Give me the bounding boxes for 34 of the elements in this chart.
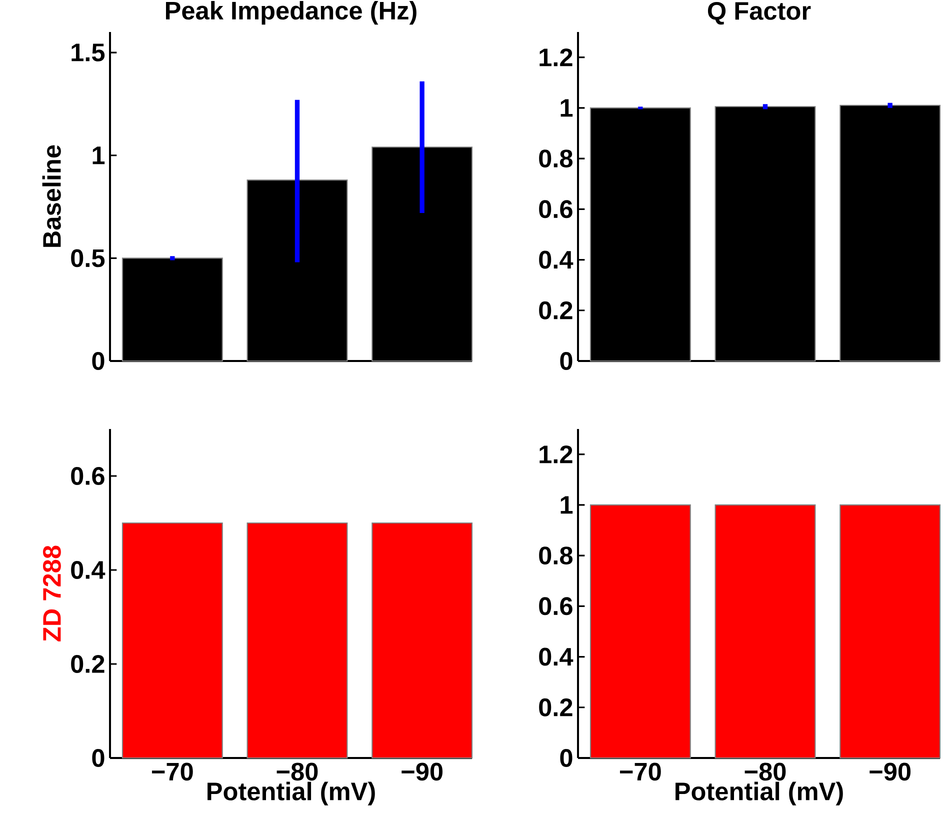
x-tick-label: −80 bbox=[744, 762, 786, 781]
y-tick-label: 1 bbox=[560, 496, 573, 514]
y-tick-label: 0.8 bbox=[539, 150, 573, 168]
y-tick-label: 0.5 bbox=[71, 249, 105, 268]
y-tick-label: 0.6 bbox=[539, 200, 572, 218]
x-tick-label: −90 bbox=[402, 762, 443, 781]
y-tick-label: 0.2 bbox=[539, 698, 572, 716]
chart-title: Peak Impedance (Hz) bbox=[166, 1, 416, 25]
y-tick-label: 0.4 bbox=[539, 648, 574, 666]
x-tick-label: −90 bbox=[870, 762, 911, 781]
y-tick-label: 1 bbox=[92, 146, 105, 164]
x-axis-title: Potential (mV) bbox=[676, 782, 843, 806]
y-tick-label: 0 bbox=[560, 352, 572, 370]
y-tick-label: 1.2 bbox=[540, 445, 572, 464]
y-tick-label: 1.5 bbox=[72, 44, 105, 62]
y-tick-label: 1 bbox=[560, 99, 573, 117]
y-tick-label: 0 bbox=[560, 749, 572, 767]
x-tick-label: −70 bbox=[152, 762, 193, 781]
y-tick-label: 0.2 bbox=[539, 301, 572, 320]
y-axis-title: ZD 7288 bbox=[42, 546, 61, 642]
y-tick-label: 0 bbox=[92, 352, 104, 370]
y-tick-label: 0.4 bbox=[539, 250, 574, 269]
x-tick-label: −80 bbox=[276, 762, 318, 781]
x-axis-title: Potential (mV) bbox=[208, 782, 375, 806]
chart-title: Q Factor bbox=[708, 2, 811, 25]
y-tick-label: 0.6 bbox=[71, 467, 104, 485]
x-tick-label: −70 bbox=[620, 762, 661, 781]
y-tick-label: 0.4 bbox=[71, 561, 106, 579]
y-tick-label: 1.2 bbox=[540, 48, 572, 66]
y-tick-label: 0.2 bbox=[71, 655, 104, 673]
y-tick-label: 0.6 bbox=[539, 597, 572, 616]
y-tick-label: 0.8 bbox=[539, 546, 573, 565]
y-axis-title: Baseline bbox=[42, 145, 61, 247]
y-tick-label: 0 bbox=[92, 749, 104, 767]
